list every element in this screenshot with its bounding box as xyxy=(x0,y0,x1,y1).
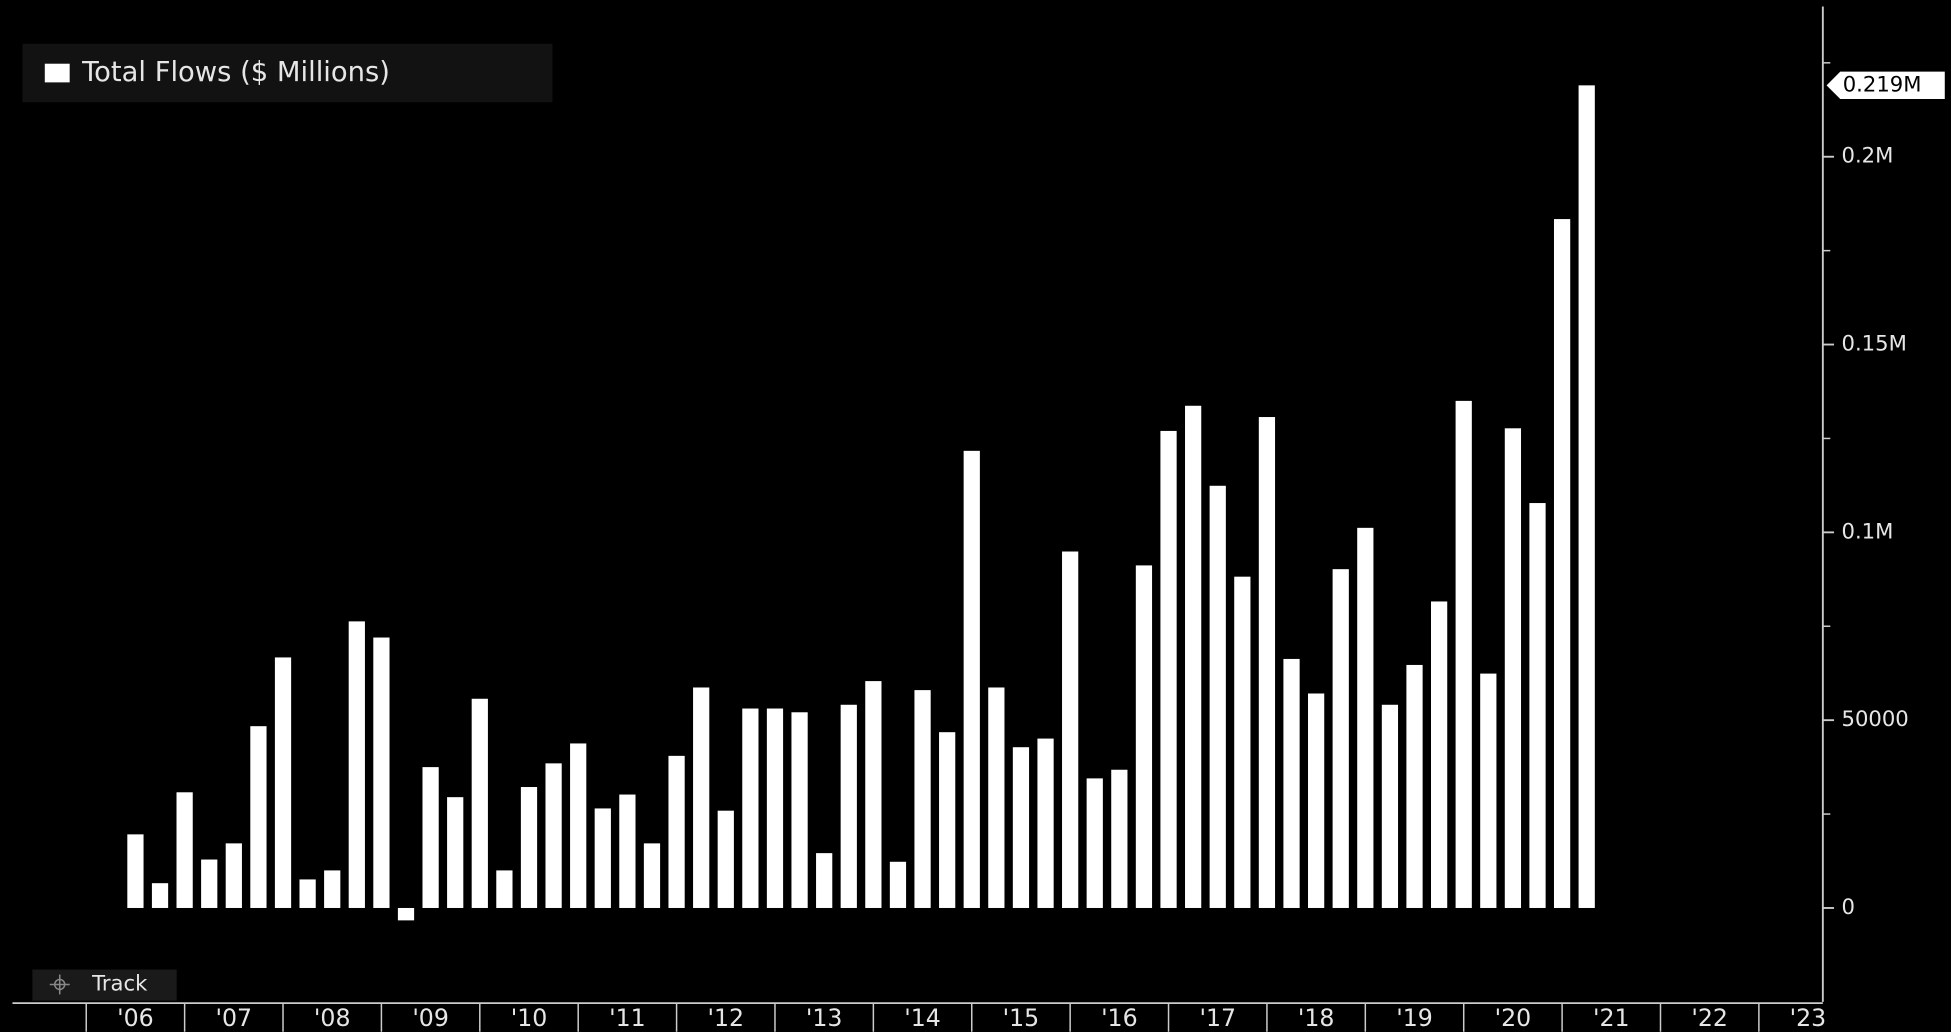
bar xyxy=(889,861,907,908)
bar xyxy=(1234,576,1251,908)
bar xyxy=(348,621,365,908)
bar xyxy=(1578,85,1595,908)
bar xyxy=(914,690,931,908)
bar xyxy=(1160,430,1177,908)
bar xyxy=(545,763,562,908)
last-value-label: 0.219M xyxy=(1843,71,1922,96)
bar xyxy=(1332,569,1349,908)
x-tick-label: '22 xyxy=(1691,1004,1728,1032)
bar xyxy=(1455,400,1472,908)
bar xyxy=(1529,503,1546,908)
x-tick-label: '16 xyxy=(1101,1004,1138,1032)
bar xyxy=(299,879,316,908)
bar xyxy=(1283,658,1300,908)
bar xyxy=(1185,405,1202,908)
y-tick-label: 50000 xyxy=(1842,706,1909,731)
bar xyxy=(1553,219,1571,908)
bar xyxy=(939,732,956,908)
bar xyxy=(1037,738,1054,908)
legend-box xyxy=(22,43,553,103)
x-tick-label: '21 xyxy=(1593,1004,1630,1032)
x-tick-label: '18 xyxy=(1298,1004,1335,1032)
bar xyxy=(1308,693,1325,908)
bar xyxy=(176,792,193,908)
bar xyxy=(643,843,661,908)
bar xyxy=(816,853,833,908)
bar xyxy=(988,687,1005,908)
bar xyxy=(1504,428,1522,908)
bar xyxy=(865,681,882,908)
y-tick-label: 0.1M xyxy=(1842,518,1894,543)
x-tick-label: '14 xyxy=(904,1004,941,1032)
y-tick-label: 0 xyxy=(1842,894,1855,919)
x-tick-label: '17 xyxy=(1199,1004,1236,1032)
bar xyxy=(717,810,734,908)
x-tick-label: '08 xyxy=(314,1004,351,1032)
legend-swatch xyxy=(44,63,70,83)
bar xyxy=(766,708,784,908)
y-tick-label: 0.15M xyxy=(1842,331,1907,356)
x-tick-label: '12 xyxy=(707,1004,744,1032)
bar xyxy=(1381,704,1399,908)
bar xyxy=(127,834,144,908)
x-tick-label: '07 xyxy=(216,1004,253,1032)
bar xyxy=(1062,551,1079,908)
bar xyxy=(668,755,685,908)
bar xyxy=(274,657,292,908)
x-tick-label: '19 xyxy=(1396,1004,1433,1032)
bar xyxy=(496,870,513,908)
x-tick-label: '15 xyxy=(1003,1004,1040,1032)
bar xyxy=(447,797,464,908)
bar xyxy=(151,883,169,908)
legend-label: Total Flows ($ Millions) xyxy=(81,57,390,88)
bar xyxy=(422,767,439,908)
bar xyxy=(1258,417,1276,908)
bar xyxy=(1135,565,1153,908)
bar xyxy=(1406,664,1423,908)
x-tick-label: '11 xyxy=(609,1004,646,1032)
last-value-marker xyxy=(1826,71,1945,100)
bar xyxy=(1357,527,1374,908)
bar xyxy=(373,637,390,908)
bar xyxy=(225,843,242,908)
x-tick-label: '06 xyxy=(117,1004,154,1032)
bar xyxy=(397,907,415,921)
x-tick-label: '23 xyxy=(1790,1004,1827,1032)
x-tick-label: '10 xyxy=(511,1004,548,1032)
bar xyxy=(1012,747,1030,908)
bar xyxy=(570,743,587,908)
x-tick-label: '13 xyxy=(806,1004,843,1032)
bar xyxy=(840,704,857,908)
bar xyxy=(471,698,488,908)
track-icon xyxy=(49,974,70,995)
bar xyxy=(1209,485,1226,908)
bar xyxy=(250,726,267,908)
bar xyxy=(1086,778,1103,908)
bar xyxy=(742,708,759,908)
bar xyxy=(693,687,710,908)
bar xyxy=(594,808,611,908)
bar xyxy=(201,859,218,908)
bar xyxy=(1480,673,1497,908)
bar xyxy=(1111,769,1128,908)
bar xyxy=(619,794,636,908)
y-tick-label: 0.2M xyxy=(1842,143,1894,168)
bar xyxy=(520,787,538,908)
track-label[interactable]: Track xyxy=(91,970,148,995)
bar xyxy=(963,450,980,908)
bar xyxy=(324,870,341,908)
bar xyxy=(791,712,808,908)
bar xyxy=(1430,601,1448,908)
x-tick-label: '09 xyxy=(412,1004,449,1032)
x-tick-label: '20 xyxy=(1495,1004,1532,1032)
